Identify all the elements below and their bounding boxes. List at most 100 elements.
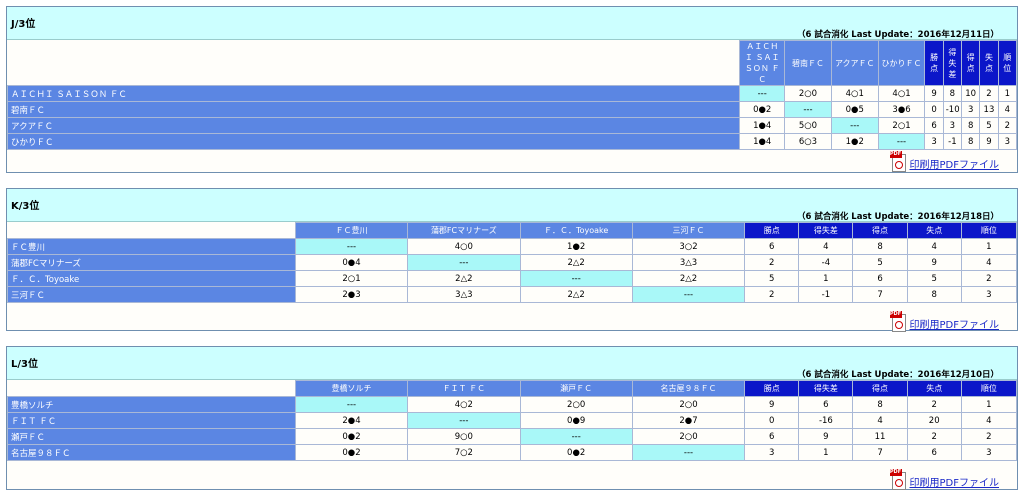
table-row: 碧南ＦＣ 0●2 --- 0●5 3●6 0 -10 3 13 4 [6,101,1018,118]
group-title: L/3位 [11,359,38,370]
match-result-cell: 1●2 [830,133,879,150]
table-row: ＦＩＴ ＦＣ 2●4 --- 0●9 2●7 0 -16 4 20 4 [7,412,1018,429]
group-title: J/3位 [11,19,36,30]
stat-cell: 4 [852,412,908,429]
stat-cell: 4 [960,254,1018,271]
match-result-cell: 3△3 [407,286,521,303]
match-result-cell: --- [519,270,633,287]
pdf-download-link[interactable]: 印刷用PDFファイル [909,320,999,331]
standings-panel: K/3位 （6 試合消化 Last Update：2016年12月18日） ＦＣ豊川… [6,188,1018,332]
stat-column-header: 失点 [906,222,962,239]
match-result-cell: --- [407,254,521,271]
stat-cell: 2 [979,85,999,102]
row-team-name: ＡＩＣＨＩ ＳＡＩＳＯＮ ＦＣ [6,85,741,102]
team-column-header: 名古屋９８ＦＣ [631,380,746,397]
stat-column-header: 勝点 [924,40,944,86]
row-team-name: 名古屋９８ＦＣ [7,444,296,461]
match-result-cell: 0●2 [294,428,409,445]
stat-cell: 11 [852,428,908,445]
acrobat-swirl-shape [894,479,903,487]
match-result-cell: 7○2 [407,444,521,461]
stat-column-header: 失点 [979,40,999,86]
standings-table: ＡＩＣＨＩ ＳＡＩＳＯＮ ＦＣ 碧南ＦＣ アクアＦＣ ひかりＦＣ 勝点 得失差 得点 失点 順位… [6,40,1018,150]
pdf-download-link[interactable]: 印刷用PDFファイル [909,478,999,489]
table-row: Ｆ．Ｃ．Toyoake 2○1 2△2 --- 2△2 5 1 6 5 2 [7,270,1018,287]
match-result-cell: 1●2 [519,238,633,255]
match-result-cell: --- [294,396,409,413]
match-result-cell: 0●2 [519,444,633,461]
stat-cell: 2 [997,117,1018,134]
stat-column-header: 順位 [960,222,1018,239]
team-column-header: 豊橋ソルチ [294,380,409,397]
match-result-cell: 2△2 [631,270,746,287]
stat-cell: 3 [960,286,1018,303]
stat-column-header: 得点 [852,380,908,397]
stat-cell: 2 [960,428,1018,445]
match-result-cell: 2△2 [519,286,633,303]
table-row: 豊橋ソルチ --- 4○2 2○0 2○0 9 6 8 2 1 [7,396,1018,413]
match-result-cell: 0●2 [739,101,786,118]
standings-panel: L/3位 （6 試合消化 Last Update：2016年12月10日） 豊橋ソル… [6,346,1018,490]
stat-column-header: 順位 [960,380,1018,397]
row-team-name: 三河ＦＣ [7,286,296,303]
match-result-cell: 5○0 [784,117,832,134]
match-result-cell: 2○0 [784,85,832,102]
team-column-header: 瀬戸ＦＣ [519,380,633,397]
pdf-file-icon[interactable]: PDF [889,469,908,490]
row-team-name: ひかりＦＣ [6,133,741,150]
stat-cell: 0 [744,412,800,429]
header-row: ＦＣ豊川 蒲郡FCマリナーズ Ｆ．Ｃ．Toyoake 三河ＦＣ 勝点 得失差 得点 失点 順位 [7,222,1018,239]
match-result-cell: 3●6 [877,101,926,118]
stat-cell: -4 [798,254,854,271]
team-column-header: 蒲郡FCマリナーズ [407,222,521,239]
match-result-cell: 2●3 [294,286,409,303]
pdf-file-icon[interactable]: PDF [889,311,908,332]
team-column-header: Ｆ．Ｃ．Toyoake [519,222,633,239]
match-result-cell: --- [407,412,521,429]
stat-cell: 3 [960,444,1018,461]
stat-cell: 8 [961,117,981,134]
stat-cell: -16 [798,412,854,429]
stat-cell: 1 [960,396,1018,413]
table-row: アクアＦＣ 1●4 5○0 --- 2○1 6 3 8 5 2 [6,117,1018,134]
stat-cell: 8 [961,133,981,150]
pdf-file-icon[interactable]: PDF [889,151,908,172]
match-result-cell: 2○1 [294,270,409,287]
stat-cell: 8 [906,286,962,303]
team-column-header: 碧南ＦＣ [784,40,832,86]
stat-cell: 4 [960,412,1018,429]
pdf-download-link[interactable]: 印刷用PDFファイル [909,160,999,171]
stat-cell: 5 [744,270,800,287]
stat-cell: 5 [979,117,999,134]
match-result-cell: 2○0 [631,396,746,413]
stat-cell: 8 [942,85,963,102]
stat-cell: 6 [906,444,962,461]
match-result-cell: --- [830,117,879,134]
match-result-cell: 4○2 [407,396,521,413]
pdf-download[interactable]: PDF 印刷用PDFファイル [889,468,999,490]
match-result-cell: 4○1 [830,85,879,102]
stat-cell: 2 [744,286,800,303]
standings-table: 豊橋ソルチ ＦＩＴ ＦＣ 瀬戸ＦＣ 名古屋９８ＦＣ 勝点 得失差 得点 失点 順位 豊橋ソルチ --… [7,380,1018,461]
match-result-cell: 6○3 [784,133,832,150]
team-column-header: ＡＩＣＨＩ ＳＡＩＳＯＮ ＦＣ [739,40,786,86]
stat-cell: 8 [852,238,908,255]
stat-cell: 6 [924,117,944,134]
stat-cell: 6 [798,396,854,413]
pdf-download[interactable]: PDF 印刷用PDFファイル [889,150,999,172]
stat-cell: 7 [852,444,908,461]
stat-column-header: 得失差 [942,40,963,86]
stat-column-header: 勝点 [744,380,800,397]
stat-cell: 10 [961,85,981,102]
stat-column-header: 得失差 [798,380,854,397]
header-row: ＡＩＣＨＩ ＳＡＩＳＯＮ ＦＣ 碧南ＦＣ アクアＦＣ ひかりＦＣ 勝点 得失差 得点 失点 順位 [7,40,1018,86]
stat-cell: -10 [942,101,963,118]
match-result-cell: 0●4 [294,254,409,271]
stat-cell: 4 [798,238,854,255]
match-result-cell: 2○0 [631,428,746,445]
stat-cell: 7 [852,286,908,303]
pdf-download[interactable]: PDF 印刷用PDFファイル [889,310,999,332]
stat-cell: 3 [924,133,944,150]
match-result-cell: 4○1 [877,85,926,102]
header-row: 豊橋ソルチ ＦＩＴ ＦＣ 瀬戸ＦＣ 名古屋９８ＦＣ 勝点 得失差 得点 失点 順位 [7,380,1018,397]
